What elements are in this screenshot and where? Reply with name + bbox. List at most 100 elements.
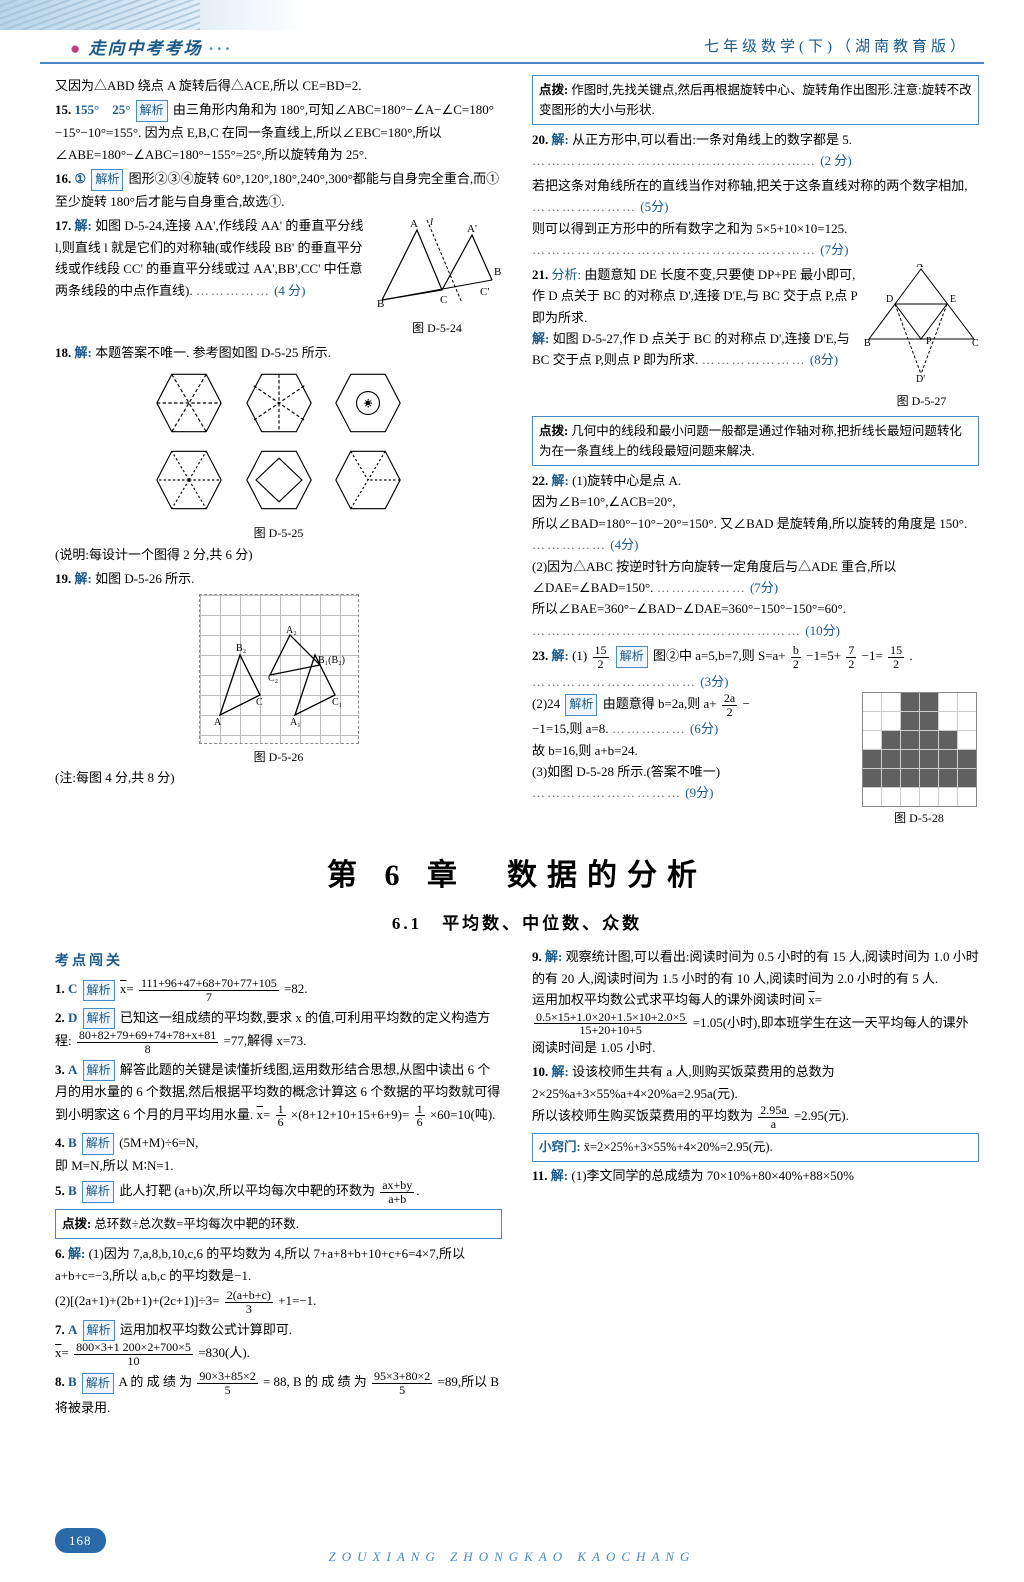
solve-tag: 解:	[552, 132, 569, 147]
score: (7分)	[750, 580, 778, 595]
solve-tag: 解:	[75, 571, 92, 586]
banner-stripes	[0, 0, 200, 30]
footer: 168 ZOUXIANG ZHONGKAO KAOCHANG	[0, 1546, 1024, 1567]
q22: 22. 解: (1)旋转中心是点 A. 因为∠B=10°,∠ACB=20°, 所…	[532, 470, 979, 642]
analyse-tag: 解析	[83, 1320, 115, 1342]
text: 图②中 a=5,b=7,则 S=a+	[653, 648, 786, 663]
analyse-tag: 解析	[136, 100, 168, 122]
q-number: 2.	[55, 1010, 65, 1025]
svg-text:A': A'	[467, 223, 477, 235]
tip-box-3: 点拨: 总环数÷总次数=平均每次中靶的环数.	[55, 1209, 502, 1239]
text: =77,解得 x=73.	[224, 1033, 307, 1048]
text: =830(人).	[198, 1345, 250, 1360]
text: −1=15,则 a=8.	[532, 721, 609, 736]
q-answer: A	[68, 1062, 77, 1077]
score: (2 分)	[820, 153, 851, 168]
q-number: 19.	[55, 571, 71, 586]
analyse-tag: 解析	[91, 169, 123, 191]
solve-tag: 解:	[551, 1168, 568, 1183]
q-number: 6.	[55, 1246, 65, 1261]
analyse-tag: 解析	[565, 694, 597, 716]
hexagon-icon	[244, 449, 314, 511]
score: (9分)	[685, 785, 713, 800]
q-number: 20.	[532, 132, 548, 147]
text: 设该校师生共有 a 人,则购买饭菜费用的总数为 2×25%a+3×55%a+4×…	[532, 1064, 835, 1100]
text: 故 b=16,则 a+b=24.	[532, 743, 638, 758]
figure-caption: 图 D-5-26	[55, 748, 502, 768]
tip-label: 点拨:	[539, 83, 568, 97]
s6-q4: 4. B 解析 (5M+M)÷6=N, 即 M=N,所以 M∶N=1.	[55, 1132, 502, 1176]
text: (2)24	[532, 696, 560, 711]
analyse-tag: 解析	[83, 1008, 115, 1030]
score: (6分)	[690, 721, 718, 736]
text: (1)因为 7,a,8,b,10,c,6 的平均数为 4,所以 7+a+8+b+…	[55, 1246, 465, 1282]
s6-q11: 11. 解: (1)李文同学的总成绩为 70×10%+80×40%+88×50%	[532, 1165, 979, 1186]
text: 则可以得到正方形中的所有数字之和为 5×5+10×10=125.	[532, 221, 847, 236]
text: (1)旋转中心是点 A.	[572, 473, 681, 488]
q-body: 由题意知 DE 长度不变,只要使 DP+PE 最小即可,作 D 点关于 BC 的…	[532, 267, 857, 325]
s6-q2: 2. D 解析 已知这一组成绩的平均数,要求 x 的值,可利用平均数的定义构造方…	[55, 1007, 502, 1056]
q-number: 16.	[55, 171, 71, 186]
figure-caption: 图 D-5-28	[859, 809, 979, 829]
q-answer: ①	[75, 171, 87, 186]
hexagon-icon	[333, 449, 403, 511]
q-number: 4.	[55, 1135, 65, 1150]
q16: 16. ① 解析 图形②③④旋转 60°,120°,180°,240°,300°…	[55, 168, 502, 212]
q-number: 3.	[55, 1062, 65, 1077]
tip-text: 几何中的线段和最小问题一般都是通过作轴对称,把折线长最短问题转化为在一条直线上的…	[539, 424, 962, 458]
hexagon-row-1: ※	[55, 369, 502, 440]
title-dots: ···	[209, 39, 234, 58]
svg-text:B': B'	[494, 266, 502, 278]
text: (1)	[572, 648, 587, 663]
text: 所以该校师生购买饭菜费用的平均数为	[532, 1108, 753, 1123]
hexagon-icon	[244, 372, 314, 434]
note: (注:每图 4 分,共 8 分)	[55, 767, 502, 788]
pre-line: 又因为△ABD 绕点 A 旋转后得△ACE,所以 CE=BD=2.	[55, 75, 502, 96]
s6-q3: 3. A 解析 解答此题的关键是读懂折线图,运用数形结合思想,从图中读出 6 个…	[55, 1059, 502, 1129]
text: −1=	[862, 648, 883, 663]
q-answer: 155° 25°	[75, 102, 131, 117]
q20-cont: 若把这条对角线所在的直线当作对称轴,把关于这条直线对称的两个数字相加, ……………	[532, 175, 979, 261]
note: (说明:每设计一个图得 2 分,共 6 分)	[55, 544, 502, 565]
xiaoqiao-label: 小窍门:	[539, 1140, 581, 1154]
text: 若把这条对角线所在的直线当作对称轴,把关于这条直线对称的两个数字相加,	[532, 178, 968, 193]
q18: 18. 解: 本题答案不唯一. 参考图如图 D-5-25 所示. ※ 图 D-5…	[55, 342, 502, 566]
score: (3分)	[700, 674, 728, 689]
text: (2)[(2a+1)+(2b+1)+(2c+1)]÷3=	[55, 1293, 219, 1308]
svg-text:C₁: C₁	[332, 697, 342, 708]
text: A 的 成 绩 为	[118, 1375, 192, 1390]
tip-label: 点拨:	[62, 1217, 91, 1231]
svg-text:※: ※	[363, 399, 373, 411]
q15: 15. 155° 25° 解析 由三角形内角和为 180°,可知∠ABC=180…	[55, 99, 502, 165]
text: 运用加权平均数公式计算即可.	[120, 1322, 292, 1337]
q-number: 11.	[532, 1168, 548, 1183]
analyse-tag: 解析	[82, 1133, 114, 1155]
text: 观察统计图,可以看出:阅读时间为 0.5 小时的有 15 人,阅读时间为 1.0…	[532, 949, 979, 985]
top-banner	[0, 0, 1024, 30]
figure-caption: 图 D-5-24	[372, 319, 502, 339]
q-number: 15.	[55, 102, 71, 117]
s6-q10: 10. 解: 设该校师生共有 a 人,则购买饭菜费用的总数为 2×25%a+3×…	[532, 1061, 979, 1130]
hexagon-icon	[154, 372, 224, 434]
tip-text: 作图时,先找关键点,然后再根据旋转中心、旋转角作出图形.注意:旋转不改变图形的大…	[539, 83, 972, 117]
solve-tag: 解:	[552, 648, 569, 663]
solve-tag: 解:	[545, 949, 562, 964]
grade-label: 七年级数学(下)（湖南教育版）	[704, 35, 969, 63]
tip-label: 点拨:	[539, 424, 568, 438]
analyse-tag: 解析	[616, 646, 648, 668]
solve-tag: 解:	[75, 345, 92, 360]
text: ×60=10(吨).	[430, 1107, 496, 1122]
section-title: 6.1 平均数、中位数、众数	[55, 910, 979, 938]
solve-tag: 解:	[532, 331, 549, 346]
tip-box-2: 点拨: 几何中的线段和最小问题一般都是通过作轴对称,把折线长最短问题转化为在一条…	[532, 416, 979, 466]
svg-text:A₁: A₁	[290, 717, 301, 728]
svg-text:A: A	[410, 218, 418, 230]
q-number: 5.	[55, 1183, 65, 1198]
xiaoqiao-text: x̄=2×25%+3×55%+4×20%=2.95(元).	[584, 1140, 773, 1154]
fenxi-tag: 分析:	[552, 267, 582, 282]
svg-text:B₂: B₂	[236, 643, 246, 654]
hexagon-icon	[154, 449, 224, 511]
q-answer: D	[68, 1010, 77, 1025]
q19: 19. 解: 如图 D-5-26 所示. ACB₂ A₁C₁ B₁(B₂) A₂…	[55, 568, 502, 789]
page-number: 168	[55, 1528, 106, 1553]
